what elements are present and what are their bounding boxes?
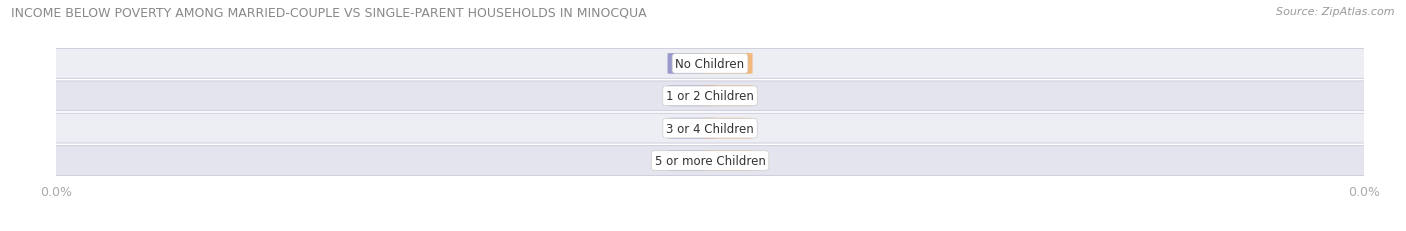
Text: No Children: No Children [675,58,745,71]
Text: 0.0%: 0.0% [714,91,741,101]
Text: 0.0%: 0.0% [714,124,741,134]
Text: Source: ZipAtlas.com: Source: ZipAtlas.com [1277,7,1395,17]
FancyBboxPatch shape [24,146,1396,176]
FancyBboxPatch shape [703,151,752,171]
Text: 0.0%: 0.0% [679,156,706,166]
Text: 0.0%: 0.0% [679,59,706,69]
FancyBboxPatch shape [668,118,717,139]
FancyBboxPatch shape [703,54,752,74]
Text: 1 or 2 Children: 1 or 2 Children [666,90,754,103]
Text: 0.0%: 0.0% [679,124,706,134]
FancyBboxPatch shape [24,82,1396,111]
FancyBboxPatch shape [703,118,752,139]
Text: 0.0%: 0.0% [679,91,706,101]
FancyBboxPatch shape [668,86,717,107]
FancyBboxPatch shape [668,54,717,74]
FancyBboxPatch shape [703,86,752,107]
Text: 5 or more Children: 5 or more Children [655,154,765,167]
Text: INCOME BELOW POVERTY AMONG MARRIED-COUPLE VS SINGLE-PARENT HOUSEHOLDS IN MINOCQU: INCOME BELOW POVERTY AMONG MARRIED-COUPL… [11,7,647,20]
Text: 0.0%: 0.0% [714,59,741,69]
FancyBboxPatch shape [24,114,1396,143]
FancyBboxPatch shape [668,151,717,171]
Text: 0.0%: 0.0% [714,156,741,166]
FancyBboxPatch shape [24,49,1396,79]
Text: 3 or 4 Children: 3 or 4 Children [666,122,754,135]
